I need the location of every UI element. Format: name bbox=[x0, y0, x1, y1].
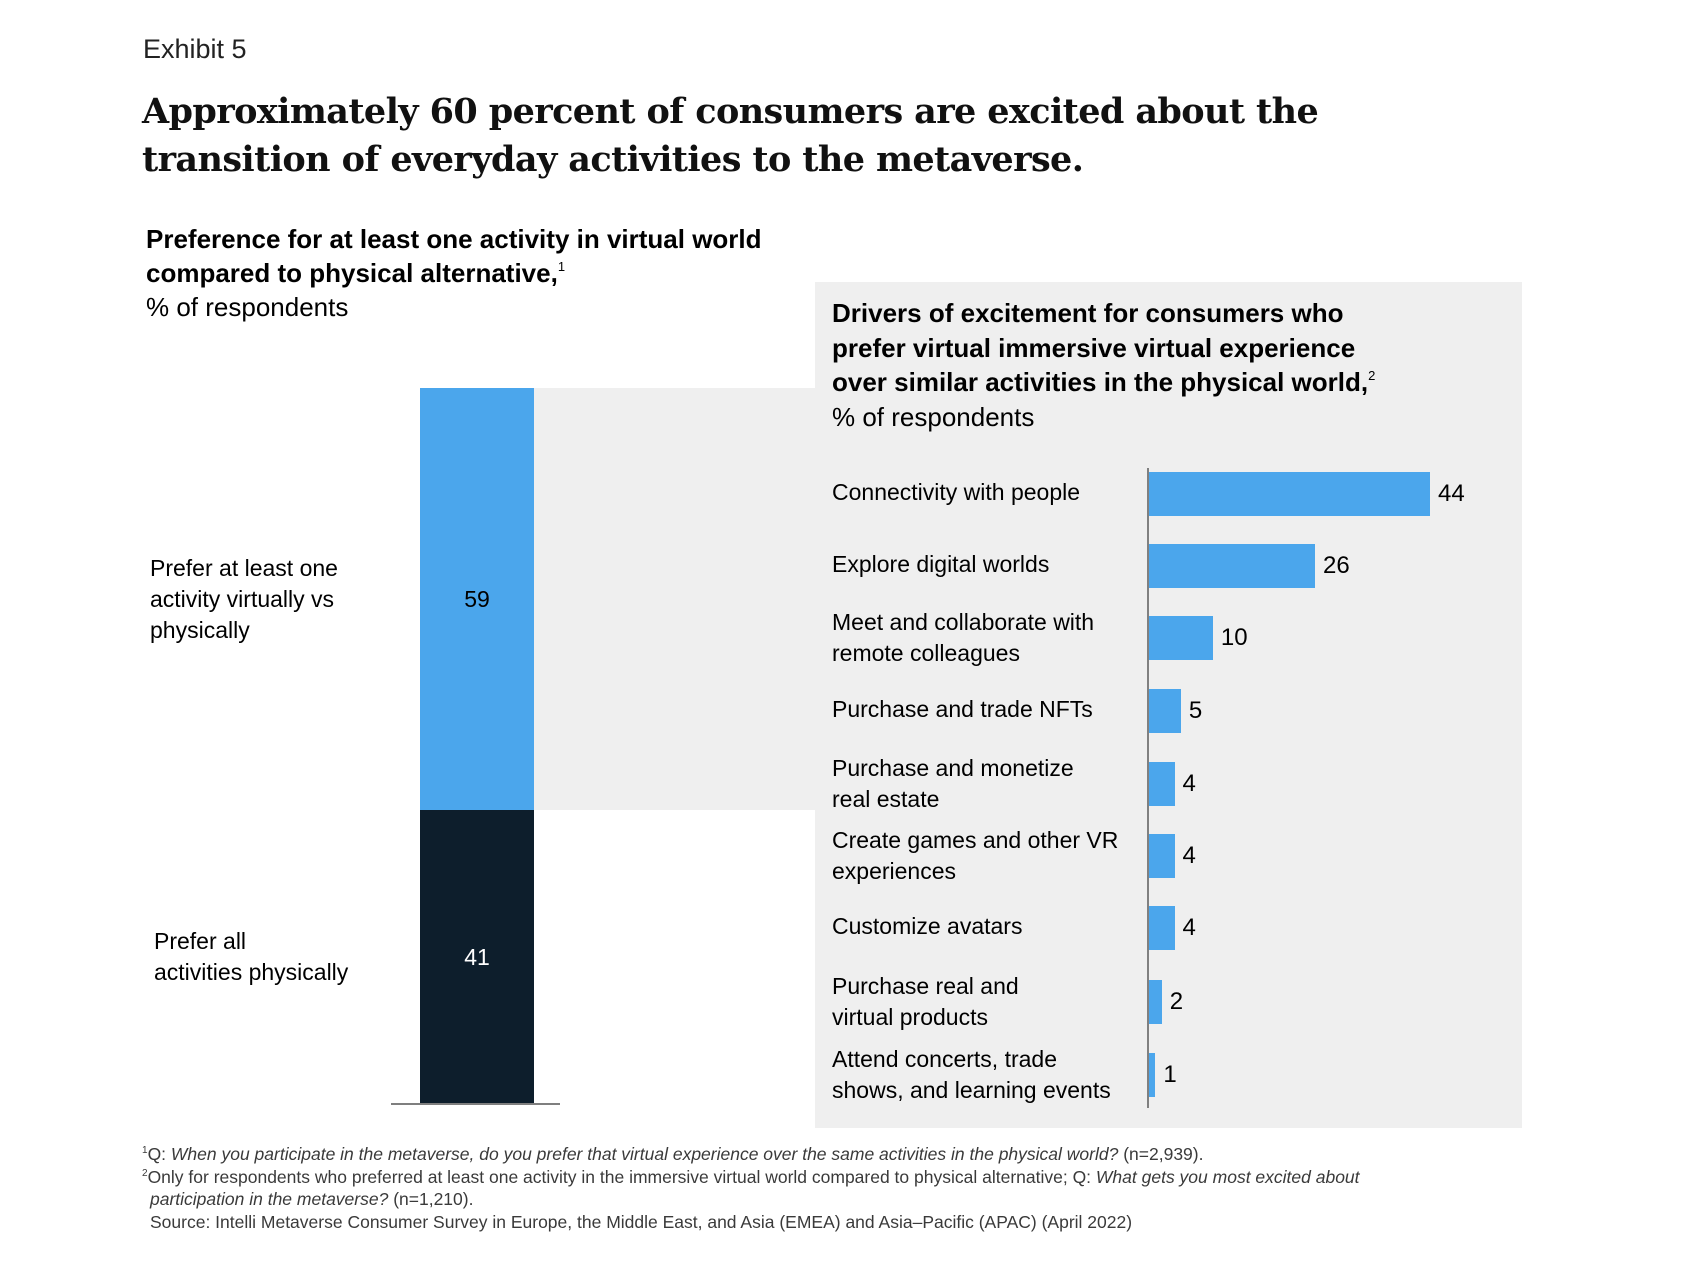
footnote-1-marker: 1 bbox=[142, 1145, 148, 1156]
driver-category-label: Explore digital worlds bbox=[832, 549, 1132, 580]
footnote-1: 1Q: When you participate in the metavers… bbox=[142, 1143, 1542, 1166]
driver-bar-value: 5 bbox=[1188, 697, 1203, 724]
footnote-2: 2Only for respondents who preferred at l… bbox=[142, 1166, 1542, 1189]
category-label-line: activity virtually vs bbox=[150, 586, 335, 613]
right-chart-subtitle: % of respondents bbox=[832, 401, 1035, 432]
driver-bar bbox=[1149, 689, 1181, 733]
driver-bar bbox=[1149, 616, 1213, 660]
driver-bar bbox=[1149, 544, 1316, 588]
driver-category-line: Explore digital worlds bbox=[832, 550, 1050, 577]
left-chart-title: Preference for at least one activity in … bbox=[146, 224, 762, 288]
panel-connector-band bbox=[534, 388, 815, 811]
category-label-line: activities physically bbox=[154, 959, 349, 986]
driver-bar-value: 4 bbox=[1182, 914, 1196, 941]
category-label-line: Prefer at least one bbox=[150, 555, 338, 582]
driver-bar bbox=[1149, 762, 1175, 806]
driver-bar bbox=[1149, 1053, 1156, 1097]
driver-bar-value: 2 bbox=[1169, 988, 1184, 1015]
category-label-physical: Prefer all activities physically bbox=[154, 926, 348, 988]
right-chart-title-block: Drivers of excitement for consumers who … bbox=[832, 296, 1472, 434]
driver-bar-value: 4 bbox=[1182, 842, 1196, 869]
driver-category-line: Connectivity with people bbox=[832, 478, 1081, 505]
driver-category-line: Customize avatars bbox=[832, 912, 1023, 939]
footnote-marker-1: 1 bbox=[557, 259, 566, 274]
category-label-line: physically bbox=[150, 617, 250, 644]
driver-category-label: Meet and collaborate with remote colleagu… bbox=[832, 607, 1132, 669]
source-note: Source: Intelli Metaverse Consumer Surve… bbox=[150, 1211, 1133, 1232]
exhibit-label: Exhibit 5 bbox=[143, 34, 247, 64]
driver-category-line: shows, and learning events bbox=[832, 1077, 1111, 1103]
driver-category-label: Connectivity with people bbox=[832, 477, 1132, 508]
driver-category-line: Meet and collaborate with bbox=[832, 609, 1095, 635]
footnote-2-marker: 2 bbox=[142, 1167, 148, 1179]
driver-bar bbox=[1149, 472, 1430, 516]
driver-category-label: Purchase and monetize real estate bbox=[832, 753, 1132, 815]
driver-bar-value: 4 bbox=[1182, 770, 1196, 797]
driver-bar bbox=[1149, 980, 1162, 1024]
driver-category-label: Purchase real and virtual products bbox=[832, 971, 1132, 1033]
footnote-2-continued: participation in the metaverse? (n=1,210… bbox=[142, 1188, 1542, 1211]
driver-category-line: Purchase real and bbox=[832, 973, 1019, 999]
driver-category-line: Purchase and trade NFTs bbox=[832, 695, 1093, 722]
driver-bar-value: 10 bbox=[1220, 624, 1248, 651]
right-chart-title-line: Drivers of excitement for consumers who bbox=[832, 298, 1344, 328]
driver-bar-value: 1 bbox=[1163, 1061, 1177, 1088]
driver-category-label: Attend concerts, trade shows, and learnin… bbox=[832, 1044, 1132, 1106]
driver-category-line: experiences bbox=[832, 858, 957, 884]
driver-category-line: Purchase and monetize bbox=[832, 755, 1074, 781]
driver-category-line: virtual products bbox=[832, 1004, 988, 1030]
right-chart-axis bbox=[1147, 468, 1149, 1108]
footnote-2-question-part1: What gets you most excited about bbox=[1095, 1166, 1360, 1187]
driver-category-label: Create games and other VR experiences bbox=[832, 825, 1132, 887]
driver-bar bbox=[1149, 834, 1175, 878]
footnote-2-question-part2: participation in the metaverse? bbox=[150, 1189, 389, 1209]
driver-category-line: remote colleagues bbox=[832, 640, 1020, 666]
driver-category-label: Customize avatars bbox=[832, 911, 1132, 942]
left-chart-title-block: Preference for at least one activity in … bbox=[146, 222, 766, 324]
footnote-2-prefix: Only for respondents who preferred at le… bbox=[147, 1166, 1096, 1187]
driver-category-line: Create games and other VR bbox=[832, 827, 1119, 853]
category-label-line: Prefer all bbox=[154, 928, 247, 955]
category-label-virtual: Prefer at least one activity virtually v… bbox=[150, 553, 338, 646]
stacked-segment-virtual bbox=[420, 388, 534, 811]
stacked-segment-virtual-value: 59 bbox=[464, 586, 490, 613]
driver-bar bbox=[1149, 906, 1175, 950]
footnote-2-sample: (n=1,210). bbox=[388, 1189, 474, 1209]
driver-bar-value: 26 bbox=[1323, 552, 1350, 579]
footnote-1-prefix: Q: bbox=[147, 1144, 171, 1164]
footnote-1-sample: (n=2,939). bbox=[1118, 1144, 1204, 1164]
headline: Approximately 60 percent of consumers ar… bbox=[142, 91, 1319, 180]
driver-category-line: Attend concerts, trade bbox=[832, 1046, 1058, 1072]
footnotes: 1Q: When you participate in the metavers… bbox=[142, 1143, 1542, 1233]
footnote-1-question: When you participate in the metaverse, d… bbox=[170, 1144, 1119, 1164]
stacked-segment-physical bbox=[420, 810, 534, 1104]
driver-category-label: Purchase and trade NFTs bbox=[832, 694, 1132, 725]
right-chart-title-line: prefer virtual immersive virtual experie… bbox=[832, 332, 1356, 363]
footnote-marker-2: 2 bbox=[1368, 368, 1376, 383]
left-chart-baseline bbox=[391, 1103, 560, 1105]
left-chart-subtitle: % of respondents bbox=[146, 292, 349, 322]
driver-bar-value: 44 bbox=[1438, 480, 1465, 507]
right-chart-title-line: over similar activities in the physical … bbox=[832, 367, 1369, 397]
stacked-segment-physical-value: 41 bbox=[464, 944, 490, 971]
driver-category-line: real estate bbox=[832, 786, 940, 812]
